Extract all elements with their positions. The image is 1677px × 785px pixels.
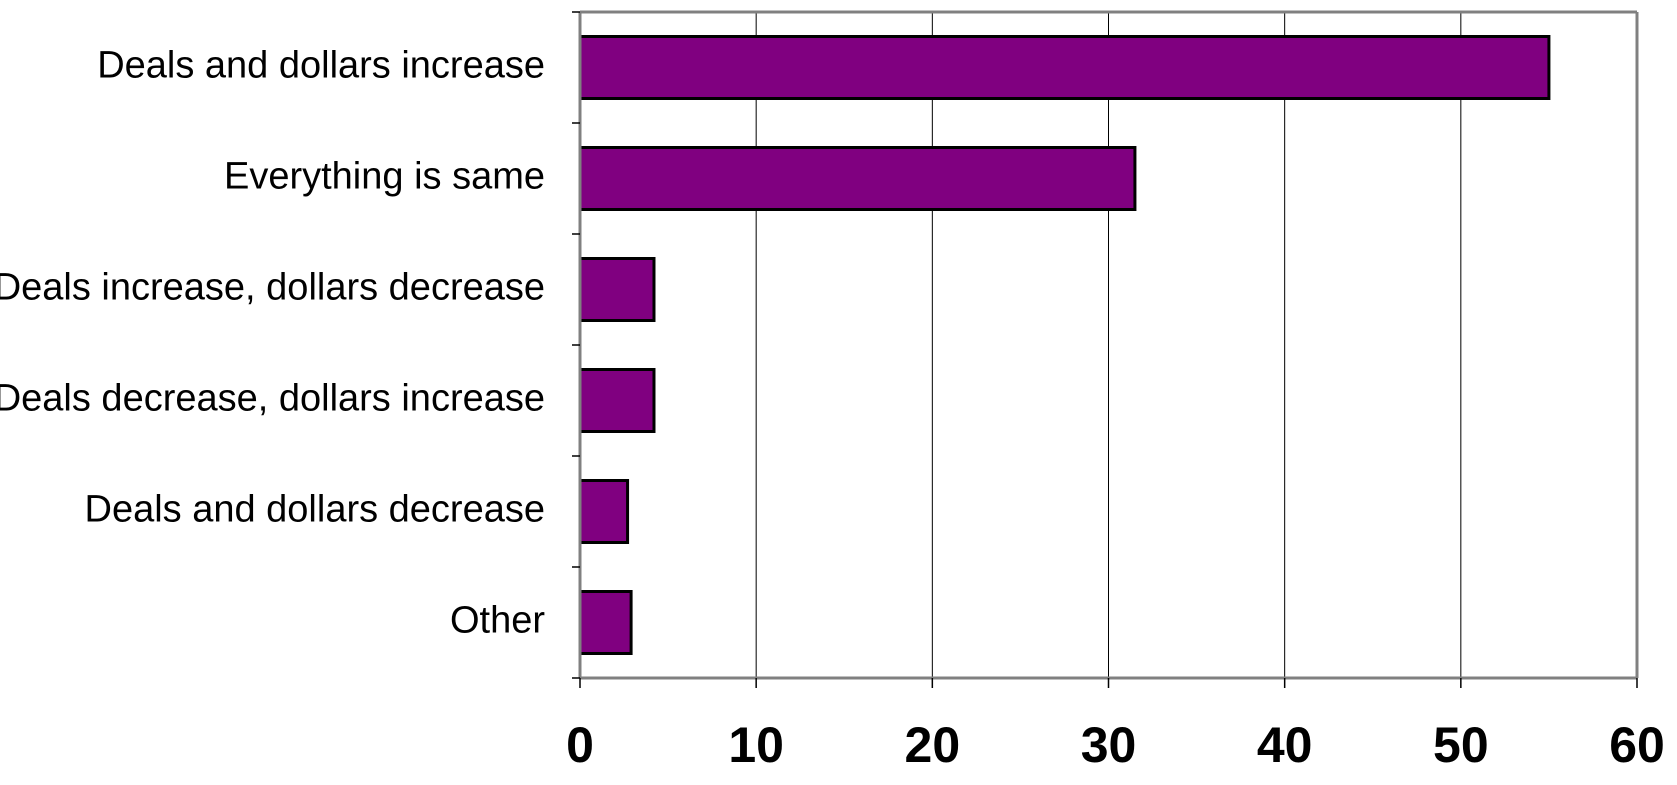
category-label: Deals and dollars increase <box>97 45 545 87</box>
x-tick-label: 60 <box>1609 717 1665 773</box>
category-label: Deals increase, dollars decrease <box>0 267 545 309</box>
bar <box>578 35 1551 100</box>
x-tick-label: 10 <box>728 717 784 773</box>
axes <box>572 11 1638 688</box>
category-label: Other <box>450 600 545 642</box>
x-tick-label: 50 <box>1433 717 1489 773</box>
x-tick-label: 0 <box>566 717 594 773</box>
category-label: Deals decrease, dollars increase <box>0 378 545 420</box>
plot-frame <box>580 10 1639 678</box>
bar <box>578 257 656 322</box>
category-label: Deals and dollars decrease <box>85 489 546 531</box>
category-label: Everything is same <box>224 156 545 198</box>
x-gridlines <box>755 12 1462 678</box>
bar <box>578 479 630 544</box>
bar <box>578 590 633 655</box>
x-tick-label: 30 <box>1081 717 1137 773</box>
bar <box>578 146 1137 211</box>
bar <box>578 368 656 433</box>
bars <box>578 35 1551 655</box>
x-tick-labels: 0 10 20 30 40 50 60 <box>566 717 1665 773</box>
x-tick-label: 40 <box>1257 717 1313 773</box>
x-tick-label: 20 <box>905 717 961 773</box>
category-labels: Deals and dollars increase Everything is … <box>0 45 545 642</box>
